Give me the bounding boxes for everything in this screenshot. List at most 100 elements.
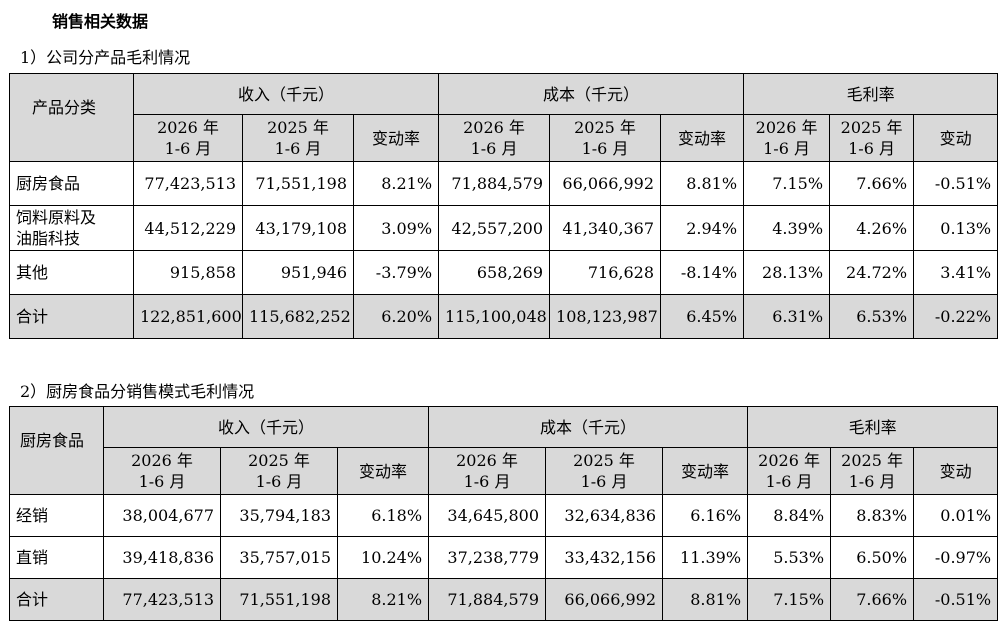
table-cell: -0.22% bbox=[913, 294, 999, 339]
table-cell: 8.83% bbox=[830, 494, 915, 537]
col-header-2025: 2025 年 1-6 月 bbox=[830, 447, 915, 495]
col-header-2026: 2026 年 1-6 月 bbox=[743, 114, 831, 162]
col-header-2025: 2025 年 1-6 月 bbox=[242, 114, 354, 162]
table-cell: -3.79% bbox=[352, 250, 440, 295]
table-cell: 716,628 bbox=[549, 250, 662, 295]
table-cell: 71,884,579 bbox=[438, 161, 551, 206]
table-cell: 66,066,992 bbox=[545, 578, 664, 621]
table-cell: 6.31% bbox=[743, 294, 831, 339]
group-header-margin: 毛利率 bbox=[747, 406, 999, 448]
table-cell: 122,851,600 bbox=[133, 294, 243, 339]
row-label: 其他 bbox=[9, 250, 134, 295]
total-row: 合计 77,423,513 71,551,198 8.21% 71,884,57… bbox=[9, 578, 999, 621]
col-header-change-rate: 变动率 bbox=[660, 114, 745, 162]
table-cell: 66,066,992 bbox=[549, 161, 662, 206]
table-cell: 7.66% bbox=[829, 161, 915, 206]
table-cell: 38,004,677 bbox=[103, 494, 221, 537]
col-header-2025: 2025 年 1-6 月 bbox=[220, 447, 338, 495]
page-title: 销售相关数据 bbox=[52, 12, 149, 31]
channel-margin-table: 厨房食品 收入（千元） 成本（千元） 毛利率 2026 年 1-6 月 2025 … bbox=[9, 406, 999, 621]
table-cell: 24.72% bbox=[829, 250, 915, 295]
col-header-2026: 2026 年 1-6 月 bbox=[747, 447, 832, 495]
total-row: 合计 122,851,600 115,682,252 6.20% 115,100… bbox=[9, 294, 999, 339]
col-header-2026: 2026 年 1-6 月 bbox=[133, 114, 243, 162]
group-header-revenue: 收入（千元） bbox=[102, 406, 430, 448]
table-cell: 6.53% bbox=[829, 294, 915, 339]
table-cell: 39,418,836 bbox=[103, 536, 221, 579]
table-cell: 35,794,183 bbox=[220, 494, 338, 537]
col-header-change-rate: 变动率 bbox=[662, 447, 749, 495]
table-cell: 6.45% bbox=[660, 294, 745, 339]
table-cell: 0.01% bbox=[913, 494, 999, 537]
section1-subtitle: 1）公司分产品毛利情况 bbox=[20, 48, 191, 67]
section2-subtitle: 2）厨房食品分销售模式毛利情况 bbox=[20, 382, 255, 401]
table-cell: 28.13% bbox=[743, 250, 831, 295]
table-cell: 6.50% bbox=[830, 536, 915, 579]
table-cell: 915,858 bbox=[133, 250, 243, 295]
table-cell: 8.81% bbox=[660, 161, 745, 206]
row-label: 合计 bbox=[9, 294, 134, 339]
group-header-cost: 成本（千元） bbox=[428, 406, 749, 448]
product-margin-table: 产品分类 收入（千元） 成本（千元） 毛利率 2026 年 1-6 月 2025 … bbox=[9, 73, 999, 339]
table-cell: 3.09% bbox=[352, 205, 440, 251]
table-cell: 7.66% bbox=[830, 578, 915, 621]
table-cell: 10.24% bbox=[336, 536, 430, 579]
row-label: 厨房食品 bbox=[9, 161, 134, 206]
col-header-2025: 2025 年 1-6 月 bbox=[545, 447, 664, 495]
table-cell: 951,946 bbox=[242, 250, 354, 295]
table-cell: 11.39% bbox=[662, 536, 749, 579]
table-cell: 115,682,252 bbox=[242, 294, 354, 339]
table-cell: 44,512,229 bbox=[133, 205, 243, 251]
col-header-2025: 2025 年 1-6 月 bbox=[829, 114, 915, 162]
table-cell: 77,423,513 bbox=[133, 161, 243, 206]
table-cell: 6.20% bbox=[352, 294, 440, 339]
table-cell: 8.81% bbox=[662, 578, 749, 621]
table-cell: 37,238,779 bbox=[428, 536, 547, 579]
row-header: 产品分类 bbox=[9, 73, 134, 162]
table-cell: 71,551,198 bbox=[220, 578, 338, 621]
col-header-change-rate: 变动率 bbox=[336, 447, 430, 495]
col-header-change-rate: 变动率 bbox=[352, 114, 440, 162]
group-header-revenue: 收入（千元） bbox=[132, 73, 440, 115]
table-row: 直销 39,418,836 35,757,015 10.24% 37,238,7… bbox=[9, 536, 999, 579]
table-cell: 3.41% bbox=[913, 250, 999, 295]
table-row: 经销 38,004,677 35,794,183 6.18% 34,645,80… bbox=[9, 494, 999, 537]
table-row: 其他 915,858 951,946 -3.79% 658,269 716,62… bbox=[9, 250, 999, 295]
table-cell: 4.26% bbox=[829, 205, 915, 251]
table-cell: 4.39% bbox=[743, 205, 831, 251]
row-label: 直销 bbox=[9, 536, 104, 579]
table-cell: 32,634,836 bbox=[545, 494, 664, 537]
table-cell: 7.15% bbox=[747, 578, 832, 621]
table-cell: -0.97% bbox=[913, 536, 999, 579]
table-cell: 8.21% bbox=[336, 578, 430, 621]
table-cell: 6.18% bbox=[336, 494, 430, 537]
row-label: 饲料原料及 油脂科技 bbox=[9, 205, 134, 251]
col-header-2026: 2026 年 1-6 月 bbox=[428, 447, 547, 495]
table-cell: 2.94% bbox=[660, 205, 745, 251]
table-cell: 41,340,367 bbox=[549, 205, 662, 251]
table-cell: -0.51% bbox=[913, 578, 999, 621]
col-header-change: 变动 bbox=[913, 114, 999, 162]
table-cell: -8.14% bbox=[660, 250, 745, 295]
row-header: 厨房食品 bbox=[9, 406, 104, 495]
table-cell: 71,884,579 bbox=[428, 578, 547, 621]
table-cell: 8.84% bbox=[747, 494, 832, 537]
col-header-change: 变动 bbox=[913, 447, 999, 495]
table-cell: 658,269 bbox=[438, 250, 551, 295]
table-cell: 35,757,015 bbox=[220, 536, 338, 579]
table-cell: 0.13% bbox=[913, 205, 999, 251]
col-header-2026: 2026 年 1-6 月 bbox=[438, 114, 551, 162]
table-cell: 33,432,156 bbox=[545, 536, 664, 579]
row-label: 经销 bbox=[9, 494, 104, 537]
table-row: 饲料原料及 油脂科技 44,512,229 43,179,108 3.09% 42… bbox=[9, 205, 999, 251]
table-cell: 7.15% bbox=[743, 161, 831, 206]
col-header-2025: 2025 年 1-6 月 bbox=[549, 114, 662, 162]
table-cell: 77,423,513 bbox=[103, 578, 221, 621]
table-cell: 43,179,108 bbox=[242, 205, 354, 251]
col-header-2026: 2026 年 1-6 月 bbox=[103, 447, 221, 495]
table-cell: 5.53% bbox=[747, 536, 832, 579]
table-cell: 6.16% bbox=[662, 494, 749, 537]
table-cell: 34,645,800 bbox=[428, 494, 547, 537]
table-cell: 108,123,987 bbox=[549, 294, 662, 339]
table-cell: 42,557,200 bbox=[438, 205, 551, 251]
